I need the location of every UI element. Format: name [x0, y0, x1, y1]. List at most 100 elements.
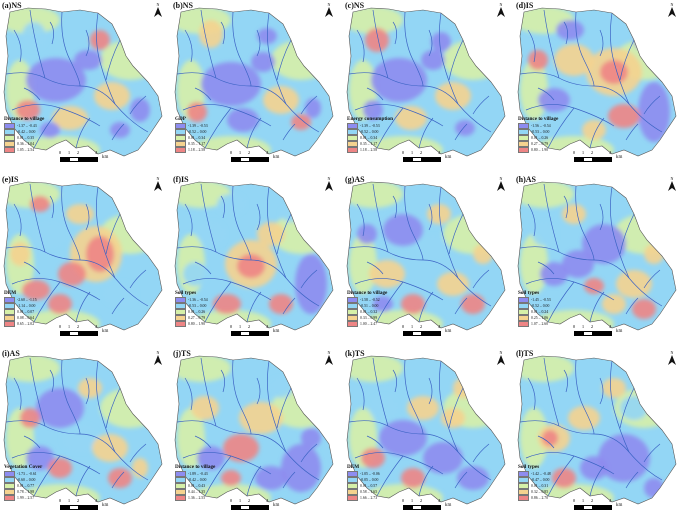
value-zone — [644, 244, 664, 264]
river-line — [256, 203, 261, 231]
river-line — [49, 21, 54, 45]
value-zone — [177, 408, 205, 468]
legend-item: 1.36 – 2.55 — [175, 495, 247, 501]
legend-label: 0.27 – 0.79 — [531, 142, 549, 146]
legend-swatch — [518, 315, 529, 321]
river-line — [246, 117, 262, 149]
panel-title: (b)NS — [173, 1, 194, 10]
value-zone — [620, 396, 648, 420]
legend-item: 0.36 – 1.04 — [4, 141, 76, 147]
scale-tick-label: 4 — [94, 324, 98, 329]
legend: GDP -1.39 – -0.53 -0.52 – 0.00 0.01 – 0.34 0… — [175, 116, 247, 153]
legend-swatch — [347, 297, 358, 303]
legend-label: -1.39 – -0.53 — [188, 124, 208, 128]
scale-tick-label: 2 — [419, 324, 423, 329]
scale-tick-label: 4 — [94, 498, 98, 503]
legend: Soil types -1.45 – -0.53 -0.52 – 0.00 0.01 … — [518, 290, 590, 327]
north-label: N — [500, 176, 503, 181]
river-line — [625, 471, 639, 489]
river-line — [204, 281, 232, 323]
river-line — [276, 213, 292, 255]
map-panel: (d)IS N Distance to village -1.56 – -0.54 -0… — [514, 0, 685, 174]
basin-map — [174, 181, 334, 331]
legend-label: 0.01 – 0.34 — [360, 136, 378, 140]
legend-label: -0.52 – 0.00 — [360, 130, 379, 134]
basin-outline — [174, 7, 334, 157]
legend-label: -0.52 – 0.00 — [188, 130, 207, 134]
north-label: N — [157, 350, 160, 355]
legend-item: 1.18 – 2.58 — [347, 147, 419, 153]
legend-swatch — [175, 147, 186, 153]
value-zone — [104, 282, 136, 306]
scale-tick-label: 1 — [67, 324, 71, 329]
scale-unit: km — [445, 503, 452, 508]
scale-tick-label: 2 — [247, 150, 251, 155]
legend-item: -0.52 – 0.00 — [175, 129, 247, 135]
map-panel: (j)TS N Distance to village -1.89 – -0.43 -0… — [171, 348, 342, 522]
river-line — [96, 12, 116, 105]
river-line — [13, 377, 22, 411]
value-zone — [532, 222, 556, 246]
legend-item: 0.58 – 1.65 — [347, 489, 419, 495]
basin-outline — [3, 181, 163, 331]
scale-tick-label: 4 — [265, 150, 269, 155]
legend-label: 0.01 – 0.35 — [17, 136, 35, 140]
map-panel: (a)NS N Distance to village -1.37 – -0.43 -0… — [0, 0, 171, 174]
scale-bar: 0 1 2 4 km — [401, 498, 461, 514]
legend-title: Distance to village — [518, 116, 559, 122]
value-zone — [191, 396, 219, 420]
map-panel: (c)NS N Energy consumption -1.39 – -0.53 -0.… — [343, 0, 514, 174]
legend-label: -0.53 – 0.00 — [531, 130, 550, 134]
river-line — [282, 123, 296, 141]
legend-swatch — [175, 141, 186, 147]
river-line — [428, 377, 433, 405]
value-zone — [455, 120, 475, 136]
scale-bar: 0 1 2 4 km — [401, 150, 461, 166]
river-line — [439, 186, 459, 279]
map-panel: (i)AS N Vegetation Cover -1.73 – -0.61 -0.60… — [0, 348, 171, 522]
legend-item: -1.14 – 0.00 — [4, 303, 76, 309]
value-zone — [608, 104, 640, 128]
legend-swatch — [4, 483, 15, 489]
river-line — [23, 435, 41, 449]
value-zone — [66, 204, 94, 224]
river-line — [454, 123, 468, 141]
legend-label: 0.86 – 2.70 — [531, 496, 549, 500]
value-zone — [183, 262, 207, 286]
legend-label: 0.35 – 1.17 — [360, 142, 378, 146]
legend-label: 0.58 – 1.65 — [360, 490, 378, 494]
legend-swatch — [518, 303, 529, 309]
value-zone — [379, 420, 427, 456]
legend-label: -1.42 – -0.48 — [531, 472, 551, 476]
river-line — [29, 183, 46, 253]
scale-tick-label: 4 — [608, 150, 612, 155]
scale-tick-label: 1 — [581, 150, 585, 155]
panel-title: (g)AS — [345, 175, 365, 184]
north-arrow-icon: N — [325, 2, 333, 17]
legend-label: 0.08 – 0.64 — [17, 316, 35, 320]
scale-tick-label: 0 — [572, 150, 576, 155]
river-line — [300, 269, 318, 289]
basin-map — [346, 355, 506, 505]
river-line — [256, 377, 261, 405]
legend-title: Distance to village — [4, 116, 45, 122]
value-zone — [520, 234, 548, 294]
legend-item: 1.00 – 2.47 — [347, 321, 419, 327]
map-panel: (b)NS N GDP -1.39 – -0.53 -0.52 – 0.00 0.01 –… — [171, 0, 342, 174]
legend-swatch — [4, 135, 15, 141]
legend-item: 0.01 – 0.07 — [4, 309, 76, 315]
legend: DEM -1.05 – -0.06 -0.05 – 0.00 0.01 – 0.57 0… — [347, 464, 419, 501]
legend-item: 1.07 – 2.60 — [518, 321, 590, 327]
river-line — [454, 471, 468, 489]
legend-label: 0.32 – 0.85 — [531, 490, 549, 494]
legend-label: -0.51 – 0.00 — [360, 304, 379, 308]
map-panel: (k)TS N DEM -1.05 – -0.06 -0.05 – 0.00 0.01 –… — [343, 348, 514, 522]
scale-unit: km — [273, 155, 280, 160]
river-line — [267, 360, 287, 453]
river-line — [599, 203, 604, 231]
river-line — [563, 195, 568, 219]
scale-tick-label: 0 — [572, 498, 576, 503]
scale-tick-label: 1 — [238, 150, 242, 155]
scale-unit: km — [102, 155, 109, 160]
scale-bar: 0 1 2 4 km — [58, 324, 118, 340]
